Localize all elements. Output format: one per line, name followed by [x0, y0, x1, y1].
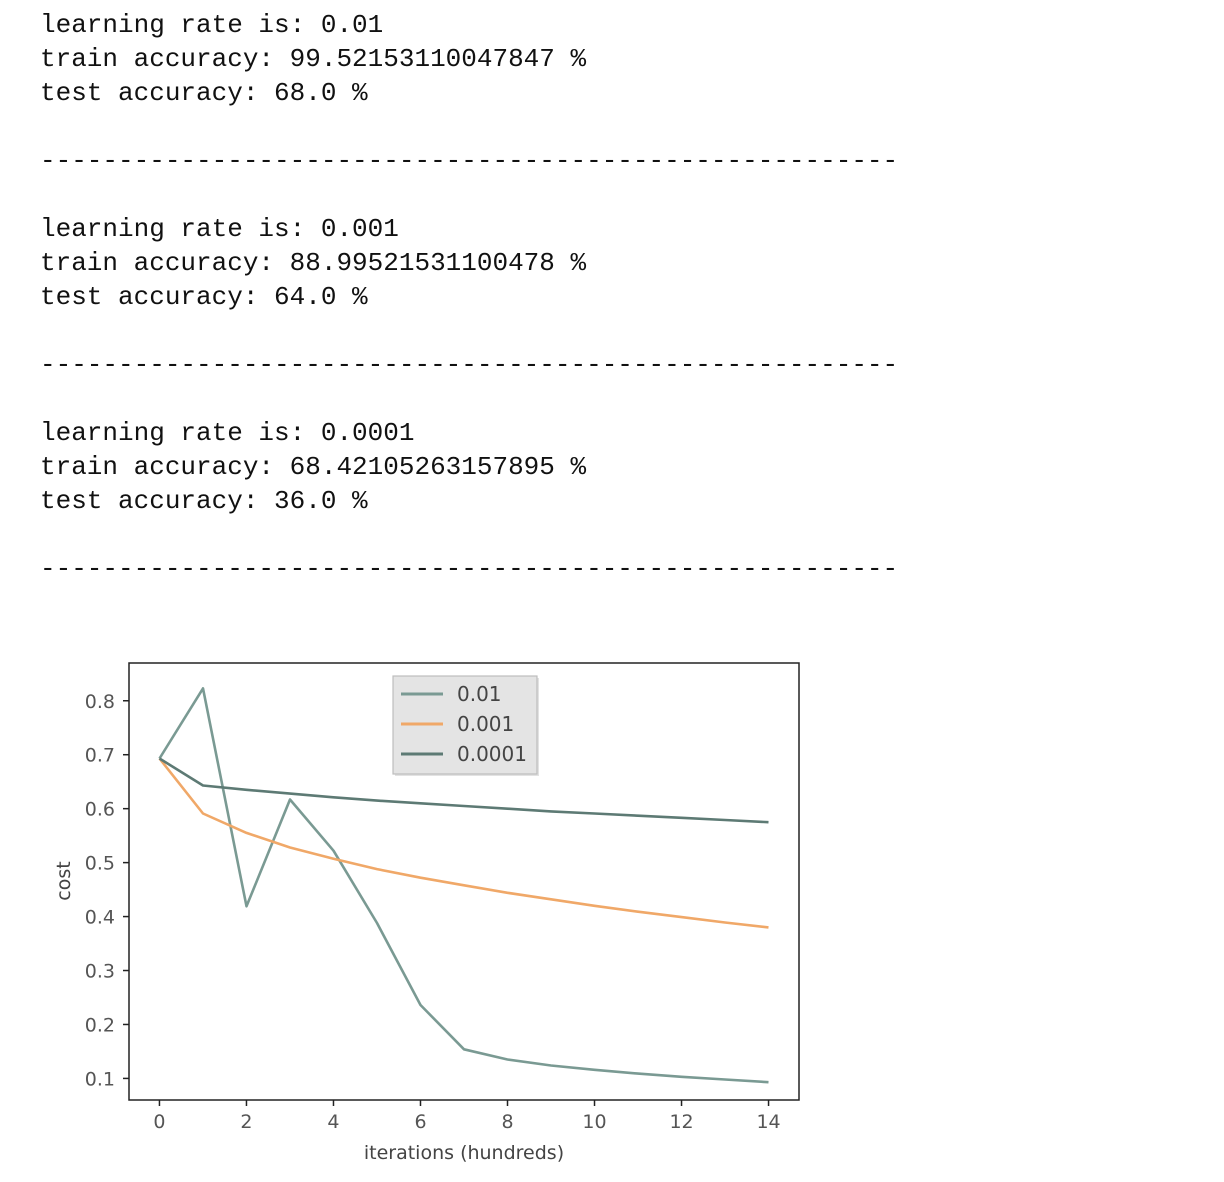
x-tick-label: 4 — [327, 1111, 339, 1133]
notebook-output-text: learning rate is: 0.01 train accuracy: 9… — [40, 8, 1040, 586]
learning-rate-line: learning rate is: 0.001 — [40, 212, 1040, 246]
run-block-3: learning rate is: 0.0001 train accuracy:… — [40, 416, 1040, 586]
chart-legend: 0.01 0.001 0.0001 — [393, 676, 539, 776]
train-accuracy-line: train accuracy: 68.42105263157895 % — [40, 450, 1040, 484]
legend-label: 0.01 — [457, 682, 502, 706]
x-tick-label: 2 — [240, 1111, 252, 1133]
y-tick-label: 0.6 — [85, 799, 115, 821]
legend-label: 0.001 — [457, 712, 514, 736]
y-tick-label: 0.5 — [85, 853, 115, 875]
cost-line-chart: 0 2 4 6 8 10 12 14 0.1 0.2 0.3 0.4 0.5 0.6 0.7 0.8 0.01… — [0, 640, 1224, 1180]
y-tick-label: 0.1 — [85, 1068, 115, 1090]
y-tick-label: 0.3 — [85, 961, 115, 983]
x-tick-label: 6 — [414, 1111, 426, 1133]
train-accuracy-line: train accuracy: 99.52153110047847 % — [40, 42, 1040, 76]
test-accuracy-line: test accuracy: 64.0 % — [40, 280, 1040, 314]
series-line-0-001 — [160, 759, 769, 928]
test-accuracy-line: test accuracy: 36.0 % — [40, 484, 1040, 518]
separator-line: ----------------------------------------… — [40, 348, 1040, 382]
train-accuracy-line: train accuracy: 88.99521531100478 % — [40, 246, 1040, 280]
y-tick-label: 0.2 — [85, 1014, 115, 1036]
separator-line: ----------------------------------------… — [40, 552, 1040, 586]
x-tick-label: 10 — [582, 1111, 606, 1133]
test-accuracy-line: test accuracy: 68.0 % — [40, 76, 1040, 110]
x-axis-label: iterations (hundreds) — [364, 1142, 564, 1164]
y-tick-label: 0.7 — [85, 745, 115, 767]
y-tick-label: 0.4 — [85, 907, 115, 929]
run-block-2: learning rate is: 0.001 train accuracy: … — [40, 212, 1040, 416]
y-tick-label: 0.8 — [85, 691, 115, 713]
x-tick-label: 8 — [501, 1111, 513, 1133]
learning-rate-line: learning rate is: 0.01 — [40, 8, 1040, 42]
learning-rate-line: learning rate is: 0.0001 — [40, 416, 1040, 450]
x-tick-label: 0 — [153, 1111, 165, 1133]
x-tick-label: 12 — [669, 1111, 693, 1133]
separator-line: ----------------------------------------… — [40, 144, 1040, 178]
y-axis-label: cost — [53, 861, 75, 900]
x-tick-label: 14 — [756, 1111, 780, 1133]
legend-label: 0.0001 — [457, 742, 527, 766]
run-block-1: learning rate is: 0.01 train accuracy: 9… — [40, 8, 1040, 212]
